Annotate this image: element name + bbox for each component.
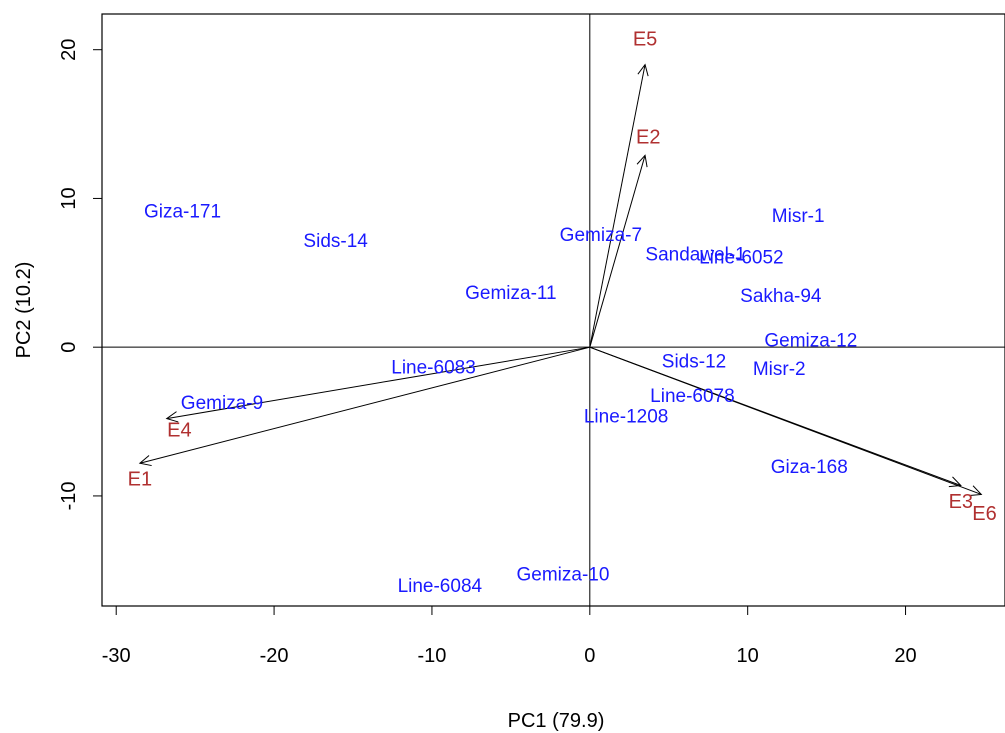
vector-e1 [139,346,590,464]
x-tick-label: 20 [894,645,916,667]
genotype-label: Sandawel-1 [645,244,745,265]
environment-label: E4 [167,419,191,441]
y-tick-label: 0 [58,342,80,353]
genotype-label: Gemiza-9 [181,393,263,414]
vector-e2 [589,155,646,348]
plot-frame [101,13,1005,607]
x-axis-label: PC1 (79.9) [508,710,605,732]
arrowhead-e4 [165,411,179,423]
genotype-label: Line-6084 [398,576,483,597]
vector-e4 [166,346,590,420]
genotype-label: Sakha-94 [740,286,822,307]
arrowhead-e5 [637,63,649,77]
x-tick-label: 0 [584,645,595,667]
genotype-label: Line-6078 [650,386,735,407]
environment-label: E1 [128,469,152,491]
genotype-label: Gemiza-7 [560,225,642,246]
genotype-label: Giza-168 [771,457,848,478]
genotype-label: Gemiza-10 [517,564,610,585]
vector-e5 [589,64,646,348]
genotype-label: Sids-12 [662,352,726,373]
environment-label: E6 [972,503,996,525]
genotype-label: Line-6083 [391,358,476,379]
genotype-label: Line-6052 [699,247,784,268]
genotype-label: Line-1208 [584,407,669,428]
arrowhead-e2 [636,154,648,168]
x-tick-label: -10 [417,645,446,667]
genotype-label: Gemiza-12 [764,331,857,352]
y-axis: -10 0 10 20 [58,39,102,510]
x-tick-label: 10 [737,645,759,667]
genotype-label: Giza-171 [144,201,221,222]
y-tick-label: 20 [58,39,80,61]
x-tick-label: -30 [102,645,131,667]
environment-label: E2 [636,126,660,148]
vector-e6 [589,346,982,495]
arrowhead-e6 [969,485,983,497]
y-axis-label: PC2 (10.2) [13,262,35,359]
arrowhead-e1 [138,455,152,467]
y-tick-label: -10 [58,481,80,510]
genotype-label: Sids-14 [303,231,368,252]
y-tick-label: 10 [58,187,80,209]
genotype-label: Gemiza-11 [465,283,557,304]
reference-lines [102,14,1005,606]
arrowhead-e3 [948,476,962,488]
environment-label: E5 [633,28,657,50]
genotype-label: Misr-1 [772,206,825,227]
environment-label: E3 [949,491,973,513]
genotype-label: Misr-2 [753,359,806,380]
environment-vectors [138,63,983,497]
x-axis: -30 -20 -10 0 10 20 [102,606,917,667]
x-tick-label: -20 [260,645,289,667]
